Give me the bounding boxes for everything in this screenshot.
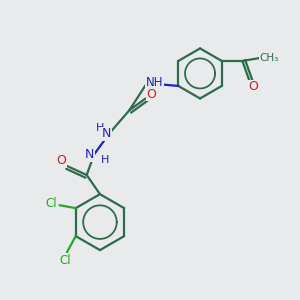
Text: NH: NH [146, 76, 163, 88]
Text: O: O [248, 80, 258, 93]
Text: H: H [101, 155, 110, 165]
Text: O: O [57, 154, 67, 167]
Text: CH₃: CH₃ [259, 53, 278, 63]
Text: Cl: Cl [60, 254, 71, 267]
Text: N: N [102, 127, 111, 140]
Text: N: N [85, 148, 94, 161]
Text: H: H [96, 123, 104, 133]
Text: Cl: Cl [46, 197, 57, 210]
Text: O: O [146, 88, 156, 100]
